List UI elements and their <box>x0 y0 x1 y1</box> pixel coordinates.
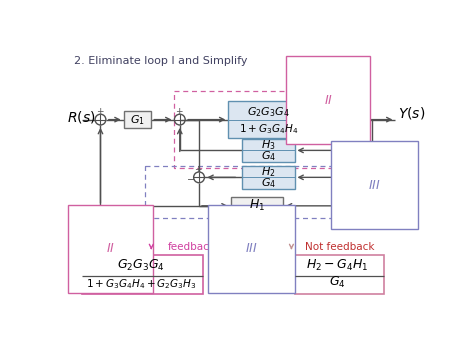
Text: $H_3$: $H_3$ <box>261 138 276 152</box>
Text: $G_4$: $G_4$ <box>261 176 276 190</box>
Text: $G_4$: $G_4$ <box>261 150 276 163</box>
Text: +: + <box>194 165 202 174</box>
Bar <box>231 197 283 214</box>
Text: $G_1$: $G_1$ <box>130 113 145 126</box>
Bar <box>242 139 294 162</box>
Text: +: + <box>175 108 183 116</box>
Bar <box>347 114 356 125</box>
Text: $G_4$: $G_4$ <box>329 275 346 290</box>
Bar <box>174 91 356 168</box>
Text: $H_2$: $H_2$ <box>261 165 275 179</box>
Text: $R(s)$: $R(s)$ <box>66 109 95 125</box>
Text: $H_1$: $H_1$ <box>249 198 265 213</box>
Text: $\mathit{II}$: $\mathit{II}$ <box>106 242 115 256</box>
Bar <box>242 166 294 189</box>
Bar <box>145 166 384 218</box>
Text: feedback: feedback <box>168 242 216 252</box>
Text: $G_2G_3G_4$: $G_2G_3G_4$ <box>247 105 290 119</box>
Text: $1+G_3G_4H_4+G_2G_3H_3$: $1+G_3G_4H_4+G_2G_3H_3$ <box>86 278 197 291</box>
Text: Not feedback: Not feedback <box>304 242 374 252</box>
Bar <box>295 255 384 294</box>
Text: $\mathit{II}$: $\mathit{II}$ <box>324 94 333 107</box>
Bar <box>124 111 151 128</box>
Text: $\mathit{III}$: $\mathit{III}$ <box>368 179 381 192</box>
Text: +: + <box>96 108 103 116</box>
Text: $\mathit{III}$: $\mathit{III}$ <box>245 242 258 256</box>
Text: −: − <box>168 116 176 126</box>
Text: −: − <box>89 116 97 126</box>
Bar <box>228 101 309 138</box>
Text: $Y(s)$: $Y(s)$ <box>398 105 425 121</box>
Text: −: − <box>187 175 195 185</box>
Bar <box>82 255 203 294</box>
Text: 2. Eliminate loop I and Simplify: 2. Eliminate loop I and Simplify <box>74 56 248 66</box>
Text: $H_2-G_4H_1$: $H_2-G_4H_1$ <box>306 258 369 273</box>
Text: $1+G_3G_4H_4$: $1+G_3G_4H_4$ <box>239 122 298 136</box>
Text: $G_2G_3G_4$: $G_2G_3G_4$ <box>118 258 165 273</box>
